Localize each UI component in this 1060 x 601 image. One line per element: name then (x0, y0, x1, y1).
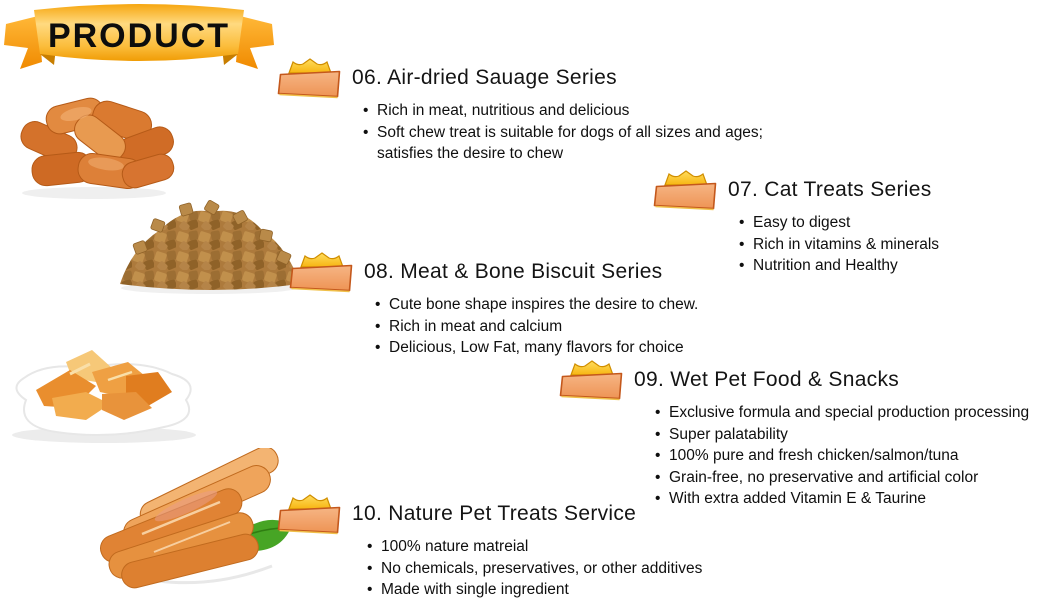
bullet-item: Exclusive formula and special production… (655, 402, 1060, 424)
section-title: 07. Cat Treats Series (728, 178, 932, 201)
bullet-item: Rich in meat, nutritious and delicious (363, 100, 813, 122)
crown-bowl-icon (559, 360, 623, 401)
bullet-item: No chemicals, preservatives, or other ad… (367, 558, 797, 580)
bullet-item: Cute bone shape inspires the desire to c… (375, 294, 809, 316)
section-nature-pet-treats: 10. Nature Pet Treats Service 100% natur… (277, 493, 797, 601)
section-wet-pet-food: 09. Wet Pet Food & Snacks Exclusive form… (559, 359, 1060, 510)
section-title: 09. Wet Pet Food & Snacks (634, 368, 900, 391)
section-bullets: 100% nature matreialNo chemicals, preser… (367, 536, 797, 601)
bullet-item: 100% pure and fresh chicken/salmon/tuna (655, 445, 1060, 467)
bullet-item: Grain-free, no preservative and artifici… (655, 467, 1060, 489)
meat-bone-biscuits-photo (120, 200, 300, 294)
ribbon-right-tail (236, 16, 274, 69)
crown-bowl-icon (277, 494, 341, 535)
bullet-item: Made with single ingredient (367, 579, 797, 601)
crown-bowl-icon (289, 252, 353, 293)
dried-chicken-chips-photo (12, 350, 196, 443)
bullet-item: Nutrition and Healthy (739, 255, 993, 277)
section-bullets: Easy to digestRich in vitamins & mineral… (739, 212, 993, 277)
section-meat-bone-biscuit: 08. Meat & Bone Biscuit Series Cute bone… (289, 251, 809, 359)
section-bullets: Cute bone shape inspires the desire to c… (375, 294, 809, 359)
bullet-item: 100% nature matreial (367, 536, 797, 558)
bullet-item: Easy to digest (739, 212, 993, 234)
section-title: 08. Meat & Bone Biscuit Series (364, 260, 663, 283)
bullet-item: Soft chew treat is suitable for dogs of … (363, 122, 813, 165)
section-bullets: Exclusive formula and special production… (655, 402, 1060, 510)
ribbon-left-tail (4, 16, 42, 69)
crown-bowl-icon (277, 58, 341, 99)
ribbon-band (34, 4, 244, 61)
bullet-item: Super palatability (655, 424, 1060, 446)
section-title: 10. Nature Pet Treats Service (352, 502, 637, 525)
bullet-item: Rich in vitamins & minerals (739, 234, 993, 256)
crown-bowl-icon (653, 170, 717, 211)
bullet-item: Rich in meat and calcium (375, 316, 809, 338)
slide-title: PRODUCT (48, 17, 230, 55)
bullet-item: Delicious, Low Fat, many flavors for cho… (375, 337, 809, 359)
air-dried-sausages-photo (20, 97, 175, 199)
section-cat-treats: 07. Cat Treats Series Easy to digestRich… (653, 169, 993, 277)
chicken-jerky-plate-photo (100, 448, 292, 590)
bullet-item: With extra added Vitamin E & Taurine (655, 488, 1060, 510)
section-bullets: Rich in meat, nutritious and deliciousSo… (363, 100, 813, 165)
section-air-dried-sauage: 06. Air-dried Sauage Series Rich in meat… (277, 57, 837, 165)
section-title: 06. Air-dried Sauage Series (352, 66, 617, 89)
product-ribbon-banner: PRODUCT (4, 4, 274, 69)
